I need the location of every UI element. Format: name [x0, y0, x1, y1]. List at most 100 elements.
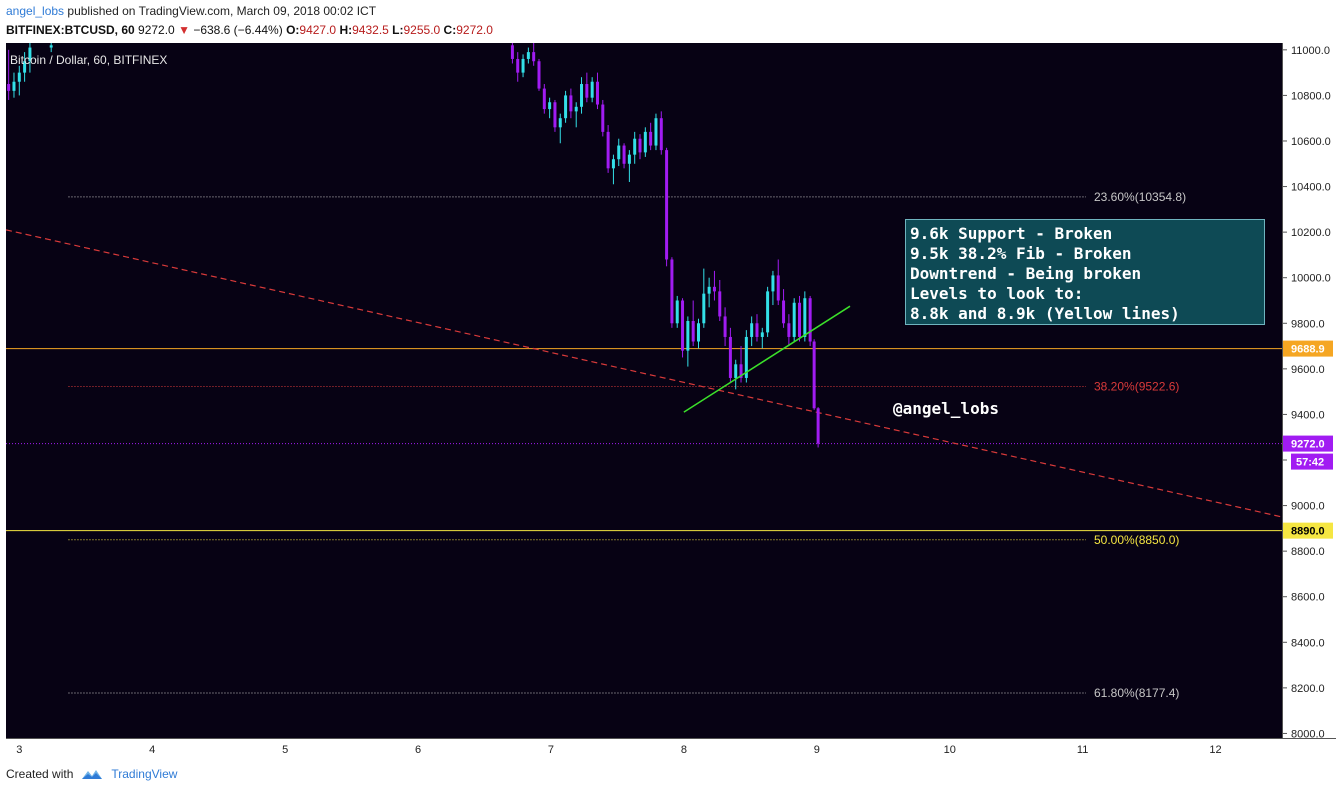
- price-tick-label: 8000.0: [1291, 728, 1325, 738]
- candle-body: [574, 106, 578, 112]
- candle-body: [558, 118, 562, 128]
- candle-body: [510, 45, 514, 59]
- high-value: 9432.5: [352, 23, 389, 37]
- price-tick-label: 8800.0: [1291, 546, 1325, 558]
- candle-body: [595, 81, 599, 105]
- candle-body: [755, 323, 759, 337]
- low-label: L:: [392, 23, 404, 37]
- candle-body: [702, 293, 706, 324]
- created-with-label: Created with: [6, 767, 74, 781]
- candle-body: [707, 286, 711, 294]
- price-tick-label: 8600.0: [1291, 592, 1325, 604]
- price-change: −638.6 (−6.44%): [193, 23, 283, 37]
- candle-body: [23, 61, 27, 73]
- price-tick-label: 9400.0: [1291, 409, 1325, 421]
- countdown-label: 57:42: [1296, 457, 1324, 469]
- time-tick-label: 4: [149, 744, 155, 756]
- candle-body: [734, 364, 738, 378]
- time-tick-label: 8: [681, 744, 687, 756]
- candle-body: [691, 321, 695, 342]
- tradingview-link[interactable]: TradingView: [111, 767, 178, 781]
- time-tick-label: 12: [1209, 744, 1221, 756]
- candle-body: [12, 81, 16, 91]
- candle-body: [516, 58, 520, 73]
- fib-level-label: 38.20%(9522.6): [1094, 379, 1179, 393]
- annotation-line: 9.6k Support - Broken: [910, 224, 1113, 243]
- candle-body: [782, 300, 786, 324]
- candle-body: [7, 84, 11, 91]
- time-axis[interactable]: 3 4 5 6 7 8 9 10 11 12: [6, 738, 1336, 759]
- candle-body: [542, 88, 546, 110]
- candle-body: [654, 118, 658, 146]
- symbol-header: BITFINEX:BTCUSD, 60 9272.0 ▼ −638.6 (−6.…: [6, 23, 493, 37]
- price-tick-label: 9600.0: [1291, 364, 1325, 376]
- candle-body: [28, 47, 32, 62]
- price-axis[interactable]: 11000.0 10800.0 10600.0 10400.0 10200.0 10000…: [1282, 43, 1337, 740]
- candle-body: [611, 159, 615, 169]
- candle-body: [771, 275, 775, 292]
- candle-body: [787, 323, 791, 337]
- annotation-line: 8.8k and 8.9k (Yellow lines): [910, 304, 1180, 323]
- downtrend-line: [6, 229, 1282, 518]
- time-tick-label: 11: [1077, 744, 1088, 756]
- annotation-line: Downtrend - Being broken: [910, 264, 1142, 283]
- candle-body: [627, 154, 631, 164]
- tradingview-logo-icon: [82, 770, 103, 779]
- candle-body: [728, 336, 732, 378]
- author-link[interactable]: angel_lobs: [6, 4, 65, 18]
- candle-body: [580, 84, 584, 107]
- candle-body: [760, 332, 764, 337]
- candle-body: [585, 84, 589, 98]
- candle-body: [569, 95, 573, 112]
- price-tag: [1283, 435, 1333, 452]
- candle-body: [553, 102, 557, 128]
- time-axis-svg: 3 4 5 6 7 8 9 10 11 12: [16, 744, 1221, 756]
- candle-body: [521, 58, 525, 73]
- candle-body: [798, 302, 802, 337]
- price-tag-label: 8890.0: [1291, 526, 1325, 538]
- low-value: 9255.0: [403, 23, 441, 37]
- price-tick-label: 11000.0: [1291, 45, 1330, 57]
- candle-body: [49, 45, 53, 48]
- chart-plot-area[interactable]: 23.60%(10354.8) 38.20%(9522.6) 50.00%(8850…: [6, 43, 1282, 738]
- chart-plot-svg: 23.60%(10354.8) 38.20%(9522.6) 50.00%(8850…: [6, 43, 1282, 700]
- annotation-line: Levels to look to:: [910, 284, 1084, 303]
- price-tag: [1283, 340, 1333, 357]
- candle-body: [808, 298, 812, 342]
- candle-body: [739, 364, 743, 378]
- annotation-box[interactable]: 9.6k Support - Broken 9.5k 38.2% Fib - B…: [905, 219, 1265, 325]
- candle-body: [590, 81, 594, 98]
- candle-body: [812, 341, 816, 409]
- fib-level-label: 50.00%(8850.0): [1094, 533, 1179, 547]
- candle-body: [718, 291, 722, 317]
- candle-body: [675, 300, 679, 324]
- candle-body: [816, 408, 820, 444]
- candle-body: [803, 298, 807, 337]
- candle-body: [723, 316, 727, 337]
- price-tick-label: 10400.0: [1291, 182, 1331, 194]
- candle-body: [750, 323, 754, 337]
- candle-body: [17, 72, 21, 82]
- candle-body: [606, 131, 610, 169]
- candle-body: [617, 145, 621, 160]
- down-arrow-icon: ▼: [178, 23, 190, 37]
- candle-body: [537, 61, 541, 89]
- candle-body: [681, 300, 685, 351]
- symbol-label[interactable]: BITFINEX:BTCUSD, 60: [6, 23, 135, 37]
- candle-body: [622, 145, 626, 164]
- candle-body: [686, 321, 690, 351]
- price-tag: [1283, 522, 1333, 539]
- candle-body: [564, 95, 568, 119]
- candle-body: [744, 336, 748, 378]
- high-label: H:: [339, 23, 353, 37]
- time-tick-label: 10: [944, 744, 956, 756]
- candle-body: [792, 302, 796, 337]
- publish-header: angel_lobs published on TradingView.com,…: [6, 4, 376, 18]
- price-tick-label: 10000.0: [1291, 273, 1331, 285]
- candle-body: [766, 291, 770, 333]
- price-axis-svg: 11000.0 10800.0 10600.0 10400.0 10200.0 10000…: [1283, 45, 1333, 740]
- close-label: C:: [443, 23, 457, 37]
- countdown-tag: [1291, 453, 1333, 470]
- price-tag-label: 9688.9: [1291, 344, 1325, 356]
- close-value: 9272.0: [456, 23, 493, 37]
